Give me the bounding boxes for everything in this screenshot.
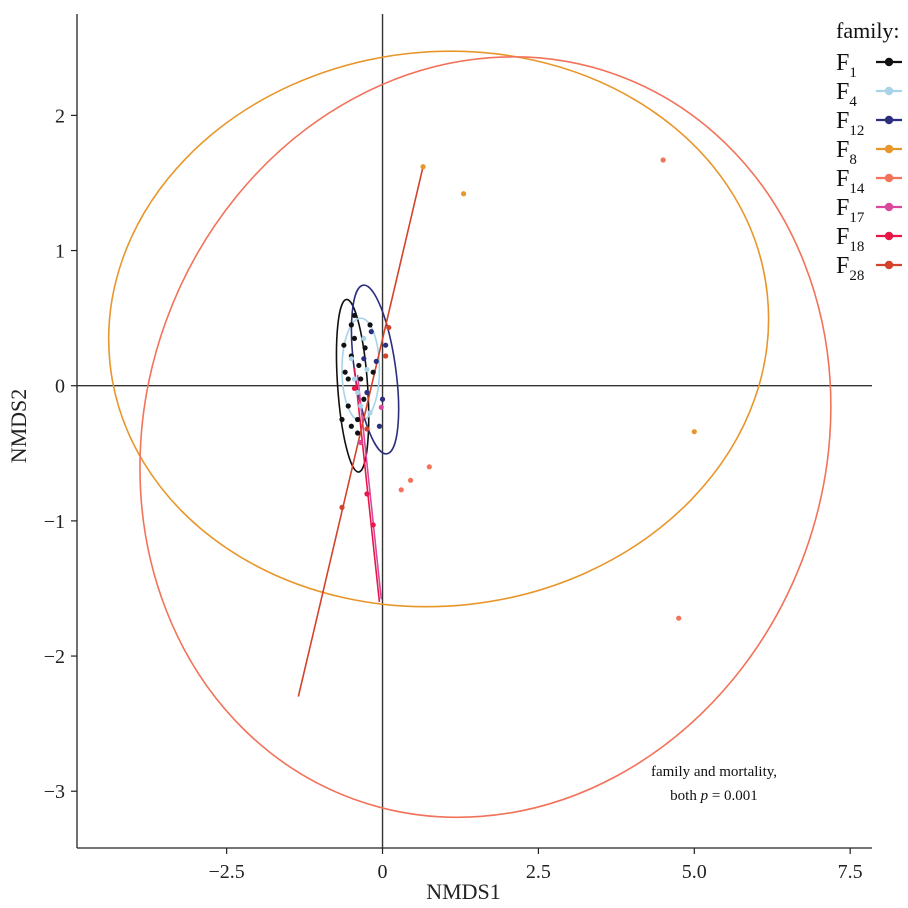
x-tick-label: 5.0: [682, 861, 707, 883]
point-f1: [351, 312, 358, 319]
point-f12: [361, 356, 367, 362]
point-f14: [398, 487, 404, 493]
legend-swatch-dot: [884, 144, 894, 154]
point-f1: [339, 416, 345, 423]
segment-f28: [297, 166, 424, 697]
point-f12: [383, 342, 389, 348]
point-f28: [386, 324, 392, 331]
x-tick-label: −2.5: [209, 861, 245, 883]
point-f4: [348, 356, 354, 362]
point-f1: [361, 396, 367, 402]
point-f12: [373, 358, 379, 364]
point-f1: [342, 369, 348, 375]
legend-swatch-dot: [884, 57, 894, 67]
point-f12: [364, 389, 370, 396]
point-f1: [370, 369, 376, 375]
point-f1: [351, 335, 358, 342]
point-f1: [354, 416, 361, 423]
point-f8: [691, 429, 697, 435]
point-f12: [368, 329, 374, 335]
point-f1: [348, 322, 354, 328]
point-f8: [420, 164, 426, 170]
point-f18: [370, 522, 376, 528]
point-f1: [358, 376, 364, 382]
y-tick-label: 1: [55, 241, 65, 263]
segment-f17: [356, 374, 383, 600]
legend-label: F18: [836, 224, 864, 255]
point-f1: [354, 430, 361, 436]
y-tick-label: −2: [44, 646, 65, 668]
point-f4: [358, 403, 364, 409]
point-f1: [348, 423, 354, 429]
ellipse-f1: [335, 298, 370, 473]
point-f1: [345, 376, 351, 382]
point-f17: [378, 404, 384, 410]
point-f14: [660, 157, 666, 163]
point-f1: [345, 403, 351, 409]
y-tick-label: 0: [55, 376, 65, 398]
point-f12: [376, 423, 383, 429]
ellipse-f14: [139, 56, 832, 819]
point-f28: [364, 426, 370, 432]
x-axis-title: NMDS1: [426, 879, 501, 904]
x-tick-label: 7.5: [838, 861, 863, 883]
legend-label: F8: [836, 137, 857, 168]
x-tick-label: 2.5: [526, 861, 551, 883]
point-f4: [364, 366, 370, 373]
annotation-line-2: both p = 0.001: [670, 788, 758, 804]
point-f1: [356, 362, 362, 369]
point-f18: [351, 385, 358, 392]
legend-swatch-dot: [884, 173, 894, 183]
y-tick-label: −3: [44, 781, 65, 803]
x-tick-label: 0: [378, 861, 388, 883]
point-f28: [383, 353, 389, 359]
point-f14: [676, 615, 682, 621]
point-f12: [379, 396, 386, 402]
legend-swatch-dot: [884, 115, 894, 125]
point-f18: [364, 491, 370, 497]
annotation-line-1: family and mortality,: [651, 764, 777, 780]
legend-label: F14: [836, 166, 865, 197]
y-axis-title: NMDS2: [6, 389, 31, 464]
point-f8: [460, 191, 467, 197]
point-f4: [361, 335, 367, 342]
point-f1: [362, 345, 368, 351]
legend-swatch-dot: [884, 86, 894, 96]
point-f4: [367, 410, 373, 416]
legend-swatch-dot: [884, 231, 894, 241]
legend-label: F28: [836, 253, 864, 284]
point-f14: [407, 477, 414, 483]
legend-label: F1: [836, 50, 857, 81]
point-f4: [351, 376, 358, 382]
legend-title: family:: [836, 18, 900, 43]
point-f14: [426, 464, 432, 470]
y-tick-label: 2: [55, 105, 65, 127]
point-f17: [358, 439, 364, 446]
point-f1: [341, 342, 347, 348]
y-tick-label: −1: [44, 511, 65, 533]
point-f1: [367, 322, 373, 328]
point-f4: [354, 389, 361, 396]
plot-area: −2.5 0 2.5 5.0 7.5 −3 −2 −1 0 1 2 NMDS1 NMDS2: [6, 14, 872, 904]
point-f28: [339, 504, 345, 510]
legend-swatch-dot: [884, 202, 894, 212]
legend-swatch-dot: [884, 260, 894, 270]
ellipse-f8: [107, 50, 770, 608]
legend-label: F17: [836, 195, 865, 226]
legend-label: F4: [836, 79, 857, 110]
legend-label: F12: [836, 108, 864, 139]
